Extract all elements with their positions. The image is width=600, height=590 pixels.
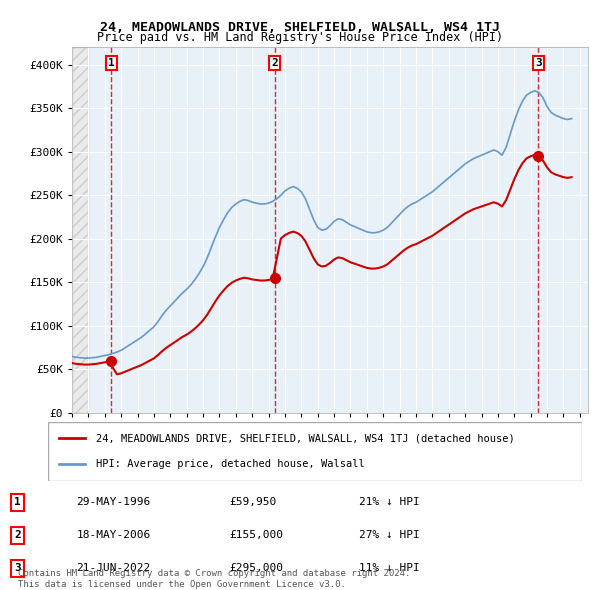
Text: 24, MEADOWLANDS DRIVE, SHELFIELD, WALSALL, WS4 1TJ (detached house): 24, MEADOWLANDS DRIVE, SHELFIELD, WALSAL… — [96, 434, 515, 443]
Text: 24, MEADOWLANDS DRIVE, SHELFIELD, WALSALL, WS4 1TJ: 24, MEADOWLANDS DRIVE, SHELFIELD, WALSAL… — [100, 21, 500, 34]
Text: Contains HM Land Registry data © Crown copyright and database right 2024.
This d: Contains HM Land Registry data © Crown c… — [18, 569, 410, 589]
Text: 3: 3 — [535, 58, 542, 68]
Text: 21% ↓ HPI: 21% ↓ HPI — [359, 497, 419, 507]
Text: £295,000: £295,000 — [229, 563, 283, 573]
Text: £59,950: £59,950 — [229, 497, 277, 507]
Text: 11% ↓ HPI: 11% ↓ HPI — [359, 563, 419, 573]
Text: 27% ↓ HPI: 27% ↓ HPI — [359, 530, 419, 540]
Text: HPI: Average price, detached house, Walsall: HPI: Average price, detached house, Wals… — [96, 460, 365, 469]
Text: 3: 3 — [14, 563, 21, 573]
Text: 21-JUN-2022: 21-JUN-2022 — [77, 563, 151, 573]
Text: £155,000: £155,000 — [229, 530, 283, 540]
Bar — [72, 47, 88, 413]
Text: Price paid vs. HM Land Registry's House Price Index (HPI): Price paid vs. HM Land Registry's House … — [97, 31, 503, 44]
Text: 2: 2 — [14, 530, 21, 540]
FancyBboxPatch shape — [48, 422, 582, 481]
Text: 1: 1 — [108, 58, 115, 68]
Text: 18-MAY-2006: 18-MAY-2006 — [77, 530, 151, 540]
Text: 2: 2 — [271, 58, 278, 68]
Text: 1: 1 — [14, 497, 21, 507]
Bar — [72, 47, 88, 413]
Text: 29-MAY-1996: 29-MAY-1996 — [77, 497, 151, 507]
